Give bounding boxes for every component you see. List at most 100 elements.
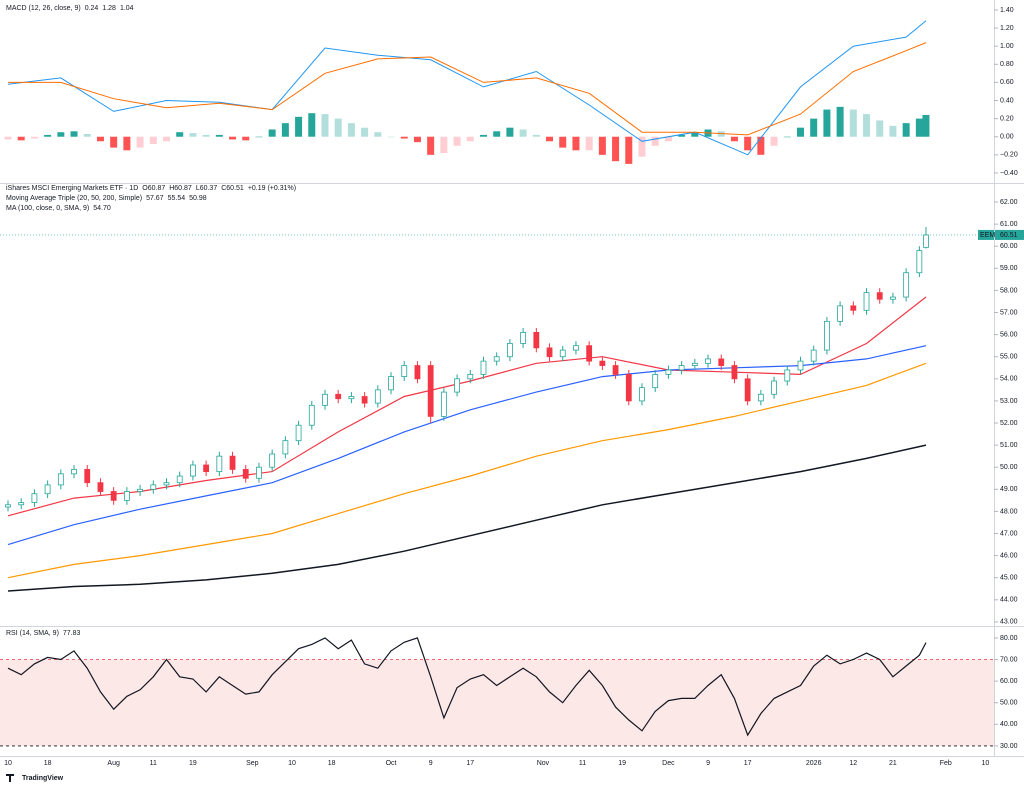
- legend-value: 54.70: [93, 205, 111, 212]
- histogram-bar: [347, 123, 355, 137]
- candle-body: [308, 404, 315, 426]
- ohlc-label: +0.19 (+0.31%): [248, 185, 296, 192]
- candle-body: [322, 393, 328, 406]
- histogram-bar: [229, 136, 237, 140]
- x-tick-label: 9: [429, 760, 433, 767]
- histogram-bar: [162, 136, 170, 142]
- symbol-tag: [978, 229, 994, 240]
- candle-body: [559, 349, 566, 358]
- histogram-bar: [638, 136, 646, 157]
- candle-body: [295, 424, 302, 442]
- histogram-bar: [255, 136, 263, 138]
- candle-body: [546, 347, 553, 358]
- candle-body: [903, 272, 910, 298]
- histogram-bar: [598, 136, 606, 155]
- histogram-bar: [744, 136, 752, 151]
- legend-value: 77.83: [63, 630, 81, 637]
- candle-body: [401, 365, 408, 378]
- price-tag: [995, 229, 1024, 240]
- macd-line: [7, 20, 927, 156]
- candle-body: [97, 482, 104, 492]
- histogram-bar: [136, 136, 144, 148]
- histogram-bar: [453, 136, 461, 146]
- x-tick-label: 19: [618, 760, 626, 767]
- y-tick-label: 0.40: [1000, 97, 1014, 104]
- candle-body: [837, 305, 844, 322]
- candle-body: [493, 356, 500, 362]
- candle-body: [916, 250, 923, 274]
- candle-body: [150, 484, 157, 490]
- legend-value: 55.54: [168, 195, 186, 202]
- histogram-bar: [876, 120, 884, 137]
- histogram-bar: [519, 129, 527, 137]
- histogram-bar: [889, 125, 897, 137]
- candle-body: [771, 380, 777, 395]
- y-tick-label: −0.20: [1000, 152, 1018, 159]
- y-tick-label: 1.40: [1000, 7, 1014, 14]
- histogram-bar: [863, 114, 871, 137]
- candle-body: [923, 234, 929, 248]
- candle-body: [890, 296, 896, 300]
- candle-body: [31, 493, 38, 503]
- y-tick-label: 0.20: [1000, 115, 1014, 122]
- candle-body: [731, 365, 738, 380]
- y-tick-label: 57.00: [1000, 309, 1018, 316]
- candle-body: [533, 332, 540, 349]
- histogram-bar: [242, 136, 250, 141]
- histogram-bar: [902, 123, 910, 137]
- histogram-bar: [149, 136, 157, 144]
- histogram-bar: [44, 134, 52, 137]
- candle-body: [18, 502, 25, 506]
- y-tick-label: 50.00: [1000, 464, 1018, 471]
- candle-body: [348, 396, 355, 400]
- rsi-line: [7, 637, 927, 737]
- histogram-bar: [493, 131, 501, 137]
- y-tick-label: 30.00: [1000, 743, 1018, 750]
- histogram-bar: [413, 136, 421, 143]
- histogram-bar: [770, 136, 778, 146]
- candle-body: [374, 389, 381, 404]
- histogram-bar: [268, 129, 276, 137]
- x-tick-label: 2026: [806, 760, 822, 767]
- candle-body: [797, 360, 804, 371]
- candle-body: [110, 491, 117, 501]
- legend-value: 57.67: [146, 195, 164, 202]
- rsi-band: [0, 659, 994, 746]
- x-tick-label: 21: [889, 760, 897, 767]
- histogram-bar: [506, 127, 514, 137]
- x-tick-label: Aug: [107, 760, 120, 767]
- y-tick-label: 59.00: [1000, 265, 1018, 272]
- ohlc-label: O60.87: [142, 185, 165, 192]
- y-tick-label: 0.60: [1000, 79, 1014, 86]
- histogram-bar: [546, 136, 554, 142]
- moving-average: [7, 345, 927, 546]
- candle-body: [784, 369, 791, 382]
- ohlc-label: H60.87: [169, 185, 192, 192]
- histogram-bar: [440, 136, 448, 154]
- histogram-bar: [664, 136, 672, 142]
- y-tick-label: 54.00: [1000, 376, 1018, 383]
- price-tag-label: 60.51: [1000, 232, 1018, 239]
- histogram-bar: [176, 132, 184, 137]
- histogram-bar: [585, 136, 593, 151]
- x-tick-label: 11: [150, 760, 157, 767]
- histogram-bar: [57, 132, 65, 137]
- histogram-bar: [4, 136, 12, 140]
- histogram-bar: [783, 136, 791, 138]
- candle-body: [203, 464, 210, 473]
- brand-logo: [6, 774, 14, 782]
- candle-body: [876, 292, 883, 300]
- y-tick-label: 80.00: [1000, 635, 1018, 642]
- histogram-bar: [374, 132, 382, 137]
- histogram-bar: [17, 136, 25, 141]
- symbol-tag-label: EEM: [980, 232, 995, 239]
- candle-body: [190, 464, 196, 477]
- x-tick-label: 19: [189, 760, 197, 767]
- x-tick-label: 10: [4, 760, 12, 767]
- ohlc-label: C60.51: [221, 185, 244, 192]
- candle-body: [718, 358, 725, 366]
- candle-body: [414, 365, 421, 380]
- histogram-bar: [295, 116, 303, 137]
- x-tick-label: 11: [579, 760, 586, 767]
- histogram-bar: [572, 136, 580, 151]
